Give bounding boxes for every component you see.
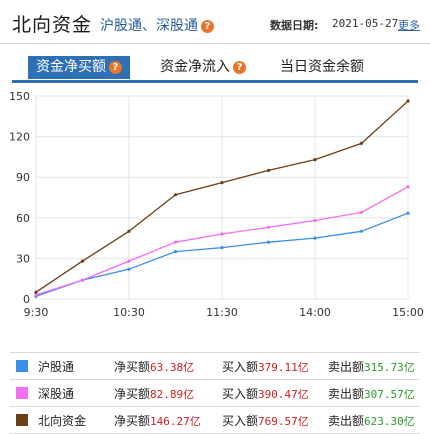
date-value: 2021-05-27 xyxy=(332,17,399,30)
series-point xyxy=(173,240,178,244)
net-buy-value: 146.27亿 xyxy=(150,415,201,428)
chart-grid xyxy=(35,95,409,300)
series-point xyxy=(266,240,271,244)
sell-value: 623.30亿 xyxy=(364,415,415,428)
sell-label: 卖出额 xyxy=(328,387,365,401)
chart-series xyxy=(34,99,410,298)
buy-value: 390.47亿 xyxy=(258,388,309,401)
tab-net-buy[interactable]: 资金净买额? xyxy=(28,56,130,79)
sell-value: 315.73亿 xyxy=(364,361,415,374)
net-buy-value: 63.38亿 xyxy=(150,361,195,374)
subtitle-text: 沪股通、深股通 xyxy=(100,18,198,34)
series-point xyxy=(127,259,131,263)
net-buy-label: 净买额 xyxy=(114,414,151,428)
net-buy-value: 82.89亿 xyxy=(150,388,195,401)
legend-row-sgt: 深股通 净买额82.89亿 买入额390.47亿 卖出额307.57亿 xyxy=(10,380,420,407)
legend-name: 沪股通 xyxy=(38,360,75,374)
tab-net-buy-help-icon[interactable]: ? xyxy=(109,60,122,74)
header: 北向资金 沪股通、深股通? 数据日期: 2021-05-27 更多 xyxy=(0,0,430,44)
series-point xyxy=(266,168,271,172)
y-tick-labels: 0 30 60 90 120 150 xyxy=(9,90,30,306)
series-point xyxy=(313,158,317,162)
y-tick-label: 90 xyxy=(16,171,30,184)
legend-name: 深股通 xyxy=(38,387,75,401)
x-tick-label: 11:30 xyxy=(206,306,238,319)
x-tick-label: 14:00 xyxy=(299,306,331,319)
buy-cell: 买入额379.11亿 xyxy=(222,358,309,375)
buy-label: 买入额 xyxy=(222,387,259,401)
x-tick-label: 10:30 xyxy=(113,306,145,319)
date-label: 数据日期: xyxy=(270,19,319,32)
legend-table: 沪股通 净买额63.38亿 买入额379.11亿 卖出额315.73亿 深股通 … xyxy=(10,352,420,434)
series-point xyxy=(34,290,38,294)
more-link[interactable]: 更多 xyxy=(398,19,420,32)
x-tick-labels: 9:30 10:30 11:30 14:00 15:00 xyxy=(24,306,424,319)
series-point xyxy=(359,141,364,145)
tab-net-buy-label: 资金净买额 xyxy=(36,59,106,75)
net-buy-cell: 净买额82.89亿 xyxy=(114,385,194,402)
x-tick-label: 15:00 xyxy=(392,306,424,319)
series-point xyxy=(313,236,317,240)
y-tick-label: 60 xyxy=(16,212,30,225)
sell-label: 卖出额 xyxy=(328,414,365,428)
series-point xyxy=(266,225,271,229)
help-icon[interactable]: ? xyxy=(201,19,214,33)
header-divider xyxy=(0,43,430,44)
sell-value: 307.57亿 xyxy=(364,388,415,401)
series-point xyxy=(173,250,178,254)
buy-value: 769.57亿 xyxy=(258,415,309,428)
buy-value: 379.11亿 xyxy=(258,361,309,374)
tab-underline xyxy=(12,80,418,83)
tab-daily-balance-label: 当日资金余额 xyxy=(280,59,364,75)
series-point xyxy=(359,229,364,233)
buy-label: 买入额 xyxy=(222,360,259,374)
series-point xyxy=(359,210,364,214)
legend-swatch-north xyxy=(16,414,28,426)
series-point xyxy=(406,99,410,103)
series-point xyxy=(127,229,131,233)
net-buy-cell: 净买额146.27亿 xyxy=(114,412,201,429)
subtitle: 沪股通、深股通? xyxy=(100,15,214,35)
y-tick-label: 120 xyxy=(9,131,30,144)
sell-cell: 卖出额315.73亿 xyxy=(328,358,415,375)
series-point xyxy=(80,278,85,282)
y-tick-label: 150 xyxy=(9,90,30,103)
series-point xyxy=(220,246,224,250)
series-point xyxy=(173,193,178,197)
x-tick-label: 9:30 xyxy=(24,306,49,319)
north-capital-chart: 0 30 60 90 120 150 9:30 10:30 11:30 14:00 15:00 xyxy=(9,90,424,319)
buy-cell: 买入额390.47亿 xyxy=(222,385,309,402)
buy-label: 买入额 xyxy=(222,414,259,428)
sell-cell: 卖出额307.57亿 xyxy=(328,385,415,402)
series-point xyxy=(34,293,38,297)
series-point xyxy=(313,218,317,223)
series-point xyxy=(220,181,224,185)
net-buy-cell: 净买额63.38亿 xyxy=(114,358,194,375)
series-point xyxy=(220,232,224,236)
net-buy-label: 净买额 xyxy=(114,387,151,401)
tab-bar: 资金净买额? 资金净流入? 当日资金余额 xyxy=(0,56,430,80)
series-point xyxy=(80,259,85,263)
legend-row-north: 北向资金 净买额146.27亿 买入额769.57亿 卖出额623.30亿 xyxy=(10,407,420,434)
sell-cell: 卖出额623.30亿 xyxy=(328,412,415,429)
series-point xyxy=(406,211,410,215)
tab-daily-balance[interactable]: 当日资金余额 xyxy=(272,56,372,79)
tab-net-inflow[interactable]: 资金净流入? xyxy=(152,56,254,79)
legend-row-hgt: 沪股通 净买额63.38亿 买入额379.11亿 卖出额315.73亿 xyxy=(10,353,420,380)
sell-label: 卖出额 xyxy=(328,360,365,374)
buy-cell: 买入额769.57亿 xyxy=(222,412,309,429)
legend-swatch-hgt xyxy=(16,360,28,372)
series-point xyxy=(127,267,131,271)
y-tick-label: 30 xyxy=(16,252,30,265)
legend-swatch-sgt xyxy=(16,387,28,399)
page-title: 北向资金 xyxy=(12,14,93,36)
series-point xyxy=(406,185,410,189)
net-buy-label: 净买额 xyxy=(114,360,151,374)
y-tick-label: 0 xyxy=(23,293,30,306)
tab-net-inflow-label: 资金净流入 xyxy=(160,59,230,75)
legend-name: 北向资金 xyxy=(38,414,87,428)
tab-net-inflow-help-icon[interactable]: ? xyxy=(233,60,246,74)
